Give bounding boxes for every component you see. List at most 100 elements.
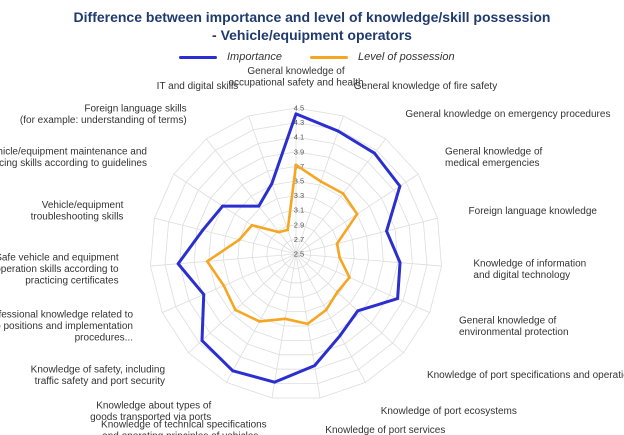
grid-spoke-5	[295, 253, 442, 267]
tick-label-9: 4.3	[294, 118, 304, 127]
grid-spoke-8	[295, 253, 366, 383]
data-point-importance-16	[221, 204, 225, 208]
legend-label-possession: Level of possession	[358, 51, 455, 63]
data-point-importance-12	[200, 339, 204, 342]
grid-spoke-1	[295, 115, 344, 255]
axis-label-12-line-1: traffic safety and port security	[35, 376, 165, 387]
data-point-possession-17	[277, 230, 281, 234]
grid-ring-10	[150, 107, 442, 399]
grid-spoke-2	[295, 138, 386, 255]
legend-swatch-possession	[310, 55, 348, 59]
tick-label-1: 2.7	[294, 235, 304, 244]
axis-label-11-line-1: goods transported via ports	[90, 412, 211, 423]
axis-label-14-line-0: Safe vehicle and equipment	[0, 253, 119, 264]
data-point-possession-5	[338, 256, 342, 260]
data-point-importance-4	[385, 229, 388, 233]
tick-label-8: 4.1	[294, 133, 304, 142]
axis-label-3-line-1: medical emergencies	[445, 158, 540, 169]
axis-label-12: Knowledge of safety, including traffic sa…	[31, 364, 165, 387]
grid-spoke-16	[173, 173, 297, 255]
data-point-importance-14	[176, 262, 180, 266]
axis-label-10-line-1: and operating principles of vehicles...	[102, 431, 267, 435]
axis-label-4: Foreign language knowledge	[469, 206, 598, 217]
legend-label-importance: Importance	[227, 51, 283, 63]
data-point-possession-7	[335, 290, 339, 294]
axis-label-16: Vehicle/equipment maintenance andservici…	[0, 146, 147, 169]
grid-spoke-13	[162, 253, 297, 314]
axis-label-9-line-0: Knowledge of port services	[325, 425, 445, 435]
axis-label-0-line-1: occupational safety and health	[228, 77, 363, 88]
data-point-possession-6	[348, 276, 351, 279]
data-point-possession-8	[324, 308, 328, 312]
tick-label-3: 3.1	[294, 206, 304, 215]
axis-label-17-line-1: (for example: understanding of terms)	[20, 115, 187, 126]
legend-swatch-importance	[179, 55, 217, 59]
axis-label-2: General knowledge on emergency procedure…	[405, 109, 610, 120]
axis-label-0: General knowledge of occupational safety …	[228, 66, 363, 89]
data-point-importance-17	[257, 204, 261, 208]
data-point-possession-14	[205, 259, 209, 263]
data-point-possession-13	[222, 284, 226, 288]
grid-ring-7	[193, 151, 399, 356]
grid-spoke-7	[295, 253, 404, 354]
chart-legend: Importance Level of possession	[0, 49, 624, 65]
tick-label-10: 4.5	[294, 104, 304, 113]
data-point-possession-9	[306, 322, 310, 326]
data-point-possession-11	[258, 320, 261, 323]
grid-ring-2	[266, 224, 326, 284]
axis-label-5: Knowledge of information and digital tech…	[473, 258, 586, 281]
grid-spoke-14	[150, 253, 297, 267]
data-point-importance-13	[202, 293, 206, 296]
tick-label-2: 2.9	[294, 220, 304, 229]
axis-label-0-line-0: General knowledge of	[247, 66, 345, 77]
grid-spoke-12	[188, 253, 297, 354]
data-point-possession-0	[294, 163, 298, 167]
legend-item-possession: Level of possession	[310, 49, 455, 65]
data-point-importance-9	[313, 364, 317, 368]
axis-label-11-line-0: Knowledge about types of	[96, 400, 211, 411]
data-point-importance-6	[396, 297, 400, 300]
data-point-importance-5	[398, 261, 402, 265]
grid-spoke-11	[226, 253, 297, 383]
axis-label-13-line-0: Professional knowledge related to	[0, 310, 133, 321]
data-point-importance-18	[270, 182, 274, 185]
axis-label-2-line-0: General knowledge on emergency procedure…	[405, 109, 610, 120]
data-point-importance-10	[273, 380, 277, 384]
data-point-importance-2	[373, 151, 376, 155]
series-line-importance	[176, 112, 402, 384]
axis-label-6-line-0: General knowledge of	[459, 315, 557, 326]
axis-label-16-line-1: servicing skills according to guidelines	[0, 158, 147, 169]
axis-label-17-line-0: Foreign language skills	[84, 103, 186, 114]
data-point-possession-1	[319, 180, 323, 183]
axis-label-5-line-1: and digital technology	[473, 270, 570, 281]
legend-item-importance: Importance	[179, 49, 282, 65]
axis-label-15-line-0: Vehicle/equipment	[42, 200, 124, 211]
axis-label-3: General knowledge of medical emergencies	[445, 146, 543, 169]
data-point-possession-3	[355, 212, 359, 216]
axis-label-13-line-2: procedures...	[75, 333, 133, 344]
data-point-importance-7	[356, 309, 360, 313]
chart-title-line-2: - Vehicle/equipment operators	[212, 27, 412, 43]
grid-spoke-17	[206, 138, 297, 255]
data-point-possession-16	[250, 223, 254, 227]
data-point-possession-18	[286, 228, 290, 232]
axis-label-8-line-0: Knowledge of port ecosystems	[381, 406, 517, 417]
data-point-importance-3	[398, 184, 402, 188]
chart-title-line-1: Difference between importance and level …	[73, 9, 551, 25]
grid-spoke-9	[295, 253, 321, 399]
grid-spoke-10	[271, 253, 297, 399]
data-point-importance-0	[294, 112, 298, 116]
axis-label-7: Knowledge of port specifications and ope…	[427, 370, 624, 381]
axis-label-14-line-1: operation skills according to	[0, 264, 119, 275]
data-point-importance-1	[336, 129, 340, 133]
tick-label-5: 3.5	[294, 177, 304, 186]
data-point-importance-15	[201, 228, 204, 232]
axis-label-14: Safe vehicle and equipment operation skil…	[0, 253, 119, 287]
grid-ring-9	[164, 122, 428, 385]
axis-label-8: Knowledge of port ecosystems	[381, 406, 517, 417]
chart-title: Difference between importance and level …	[0, 8, 624, 44]
data-point-possession-10	[283, 317, 287, 321]
axis-label-16-line-0: Vehicle/equipment maintenance and	[0, 146, 147, 157]
axis-label-7-line-0: Knowledge of port specifications and ope…	[427, 370, 624, 381]
